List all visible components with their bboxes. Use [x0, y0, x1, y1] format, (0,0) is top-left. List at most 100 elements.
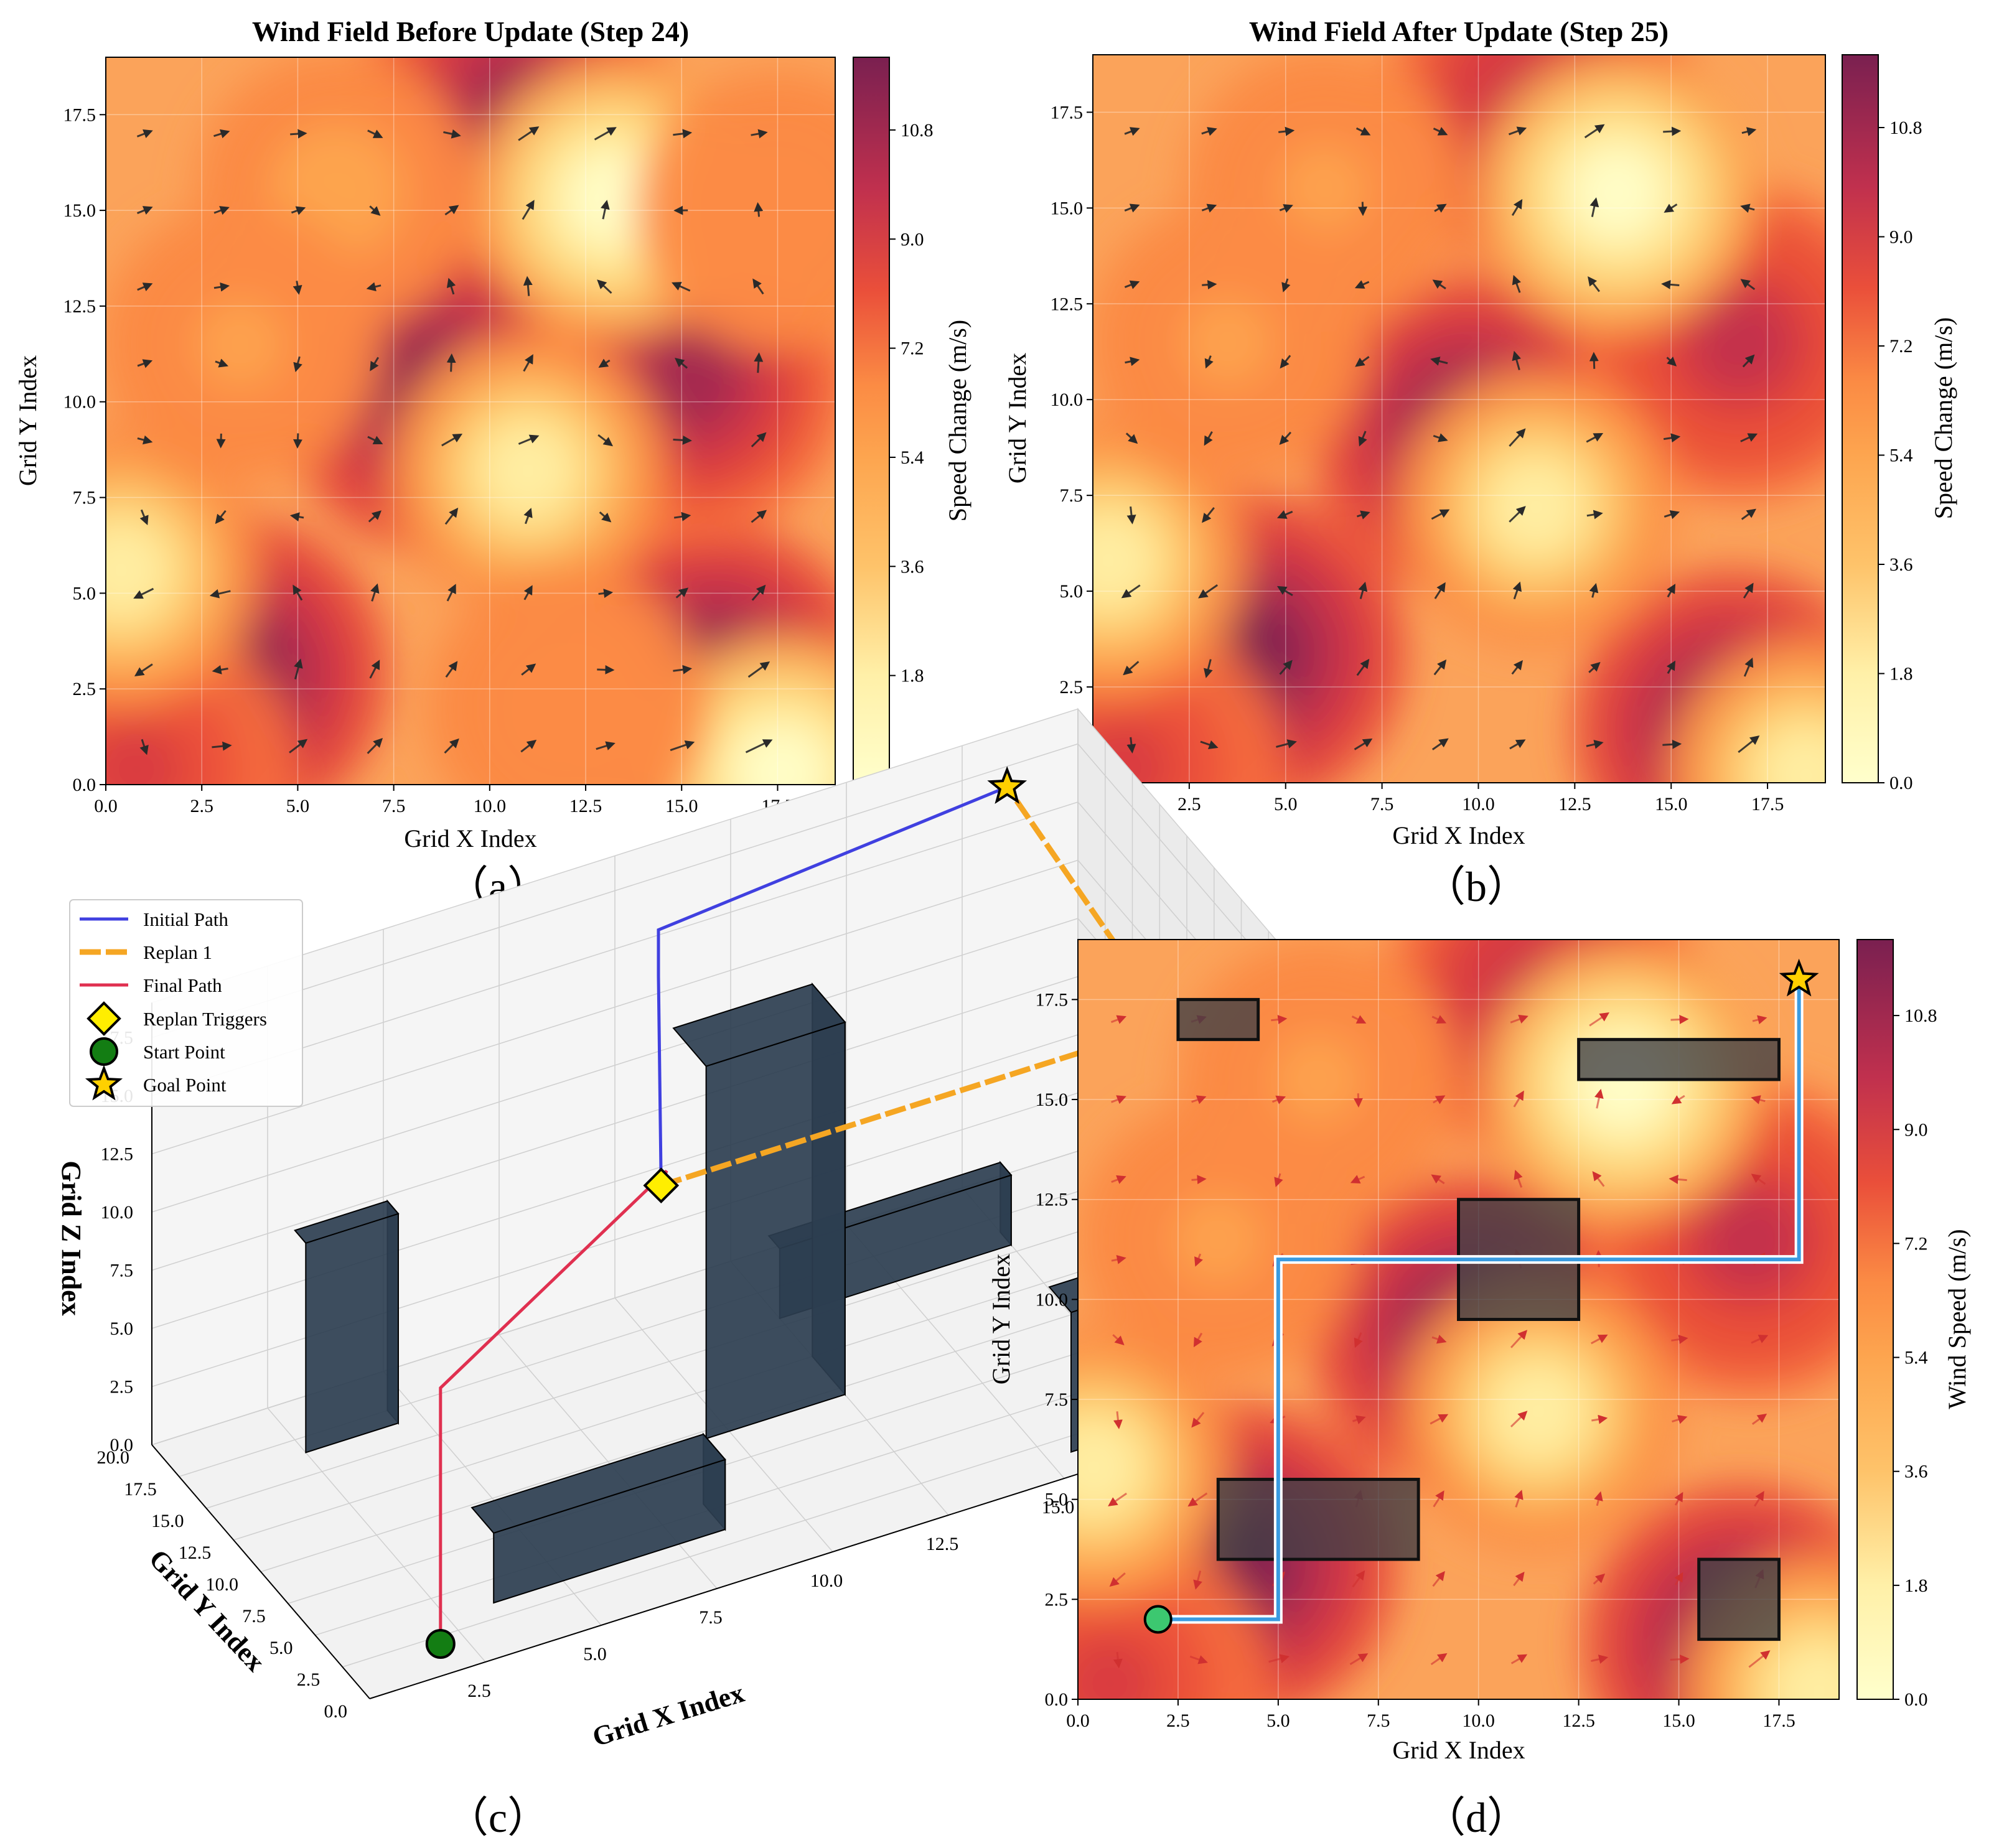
- colorbar-tick-label: 9.0: [1889, 227, 1913, 248]
- panel-d-x-label: Grid X Index: [1392, 1736, 1525, 1764]
- wind-arrow: [670, 740, 695, 752]
- y-tick-label: 17.5: [124, 1479, 157, 1500]
- wind-arrow: [370, 357, 380, 371]
- y-tick-label: 10.0: [206, 1574, 239, 1595]
- wind-arrow: [673, 435, 692, 445]
- legend-start-point: Start Point: [143, 1041, 225, 1063]
- wind-arrow: [1662, 739, 1682, 749]
- obstacle-0-top: [294, 1200, 400, 1244]
- wind-arrow: [1358, 581, 1368, 599]
- heat-feature-10-ring-4: [293, 147, 380, 235]
- x-tick-label: 15.0: [665, 796, 698, 816]
- wind-arrow: [518, 434, 540, 445]
- panel-b: Wind Field After Update (Step 25) 0.0 2.5…: [1003, 16, 1957, 910]
- heat-feature-8-ring-4: [106, 526, 165, 614]
- wind-arrow: [1740, 433, 1758, 442]
- y-tick-label: 5.0: [269, 1638, 293, 1658]
- wind-arrow: [1200, 740, 1219, 750]
- wind-arrow: [1276, 510, 1293, 519]
- x-tick-label: 12.5: [1562, 1710, 1595, 1731]
- y-tick-label: 17.5: [63, 105, 96, 125]
- wind-arrow: [1354, 1093, 1364, 1108]
- obstacle-2-top: [672, 983, 846, 1067]
- wind-arrow: [672, 282, 691, 292]
- y-tick-label: 0.0: [1045, 1689, 1069, 1710]
- wind-arrow: [1751, 1335, 1769, 1344]
- y-tick-label: 10.0: [1051, 390, 1084, 410]
- wind-arrow: [293, 433, 302, 449]
- wind-arrow: [441, 433, 463, 447]
- x-tick-label: 2.5: [1166, 1710, 1190, 1731]
- wind-arrow: [523, 354, 533, 372]
- y-tick-label: 10.0: [1036, 1289, 1069, 1310]
- wind-arrow: [1431, 1335, 1447, 1344]
- x-tick-label: 5.0: [1266, 1710, 1290, 1731]
- legend-start-point-icon: [90, 1037, 118, 1066]
- y-tick-label: 2.5: [1045, 1589, 1069, 1610]
- wind-arrow: [751, 129, 768, 139]
- wind-arrow: [137, 435, 153, 445]
- wind-arrow: [368, 510, 382, 523]
- heat-feature-6-ring-4: [1573, 149, 1661, 236]
- y-tick-label: 2.5: [1060, 677, 1084, 698]
- wind-arrow: [1123, 661, 1140, 676]
- wind-arrow: [751, 432, 767, 447]
- wind-arrow: [1271, 1095, 1286, 1104]
- panel-b-x-ticks: 0.02.55.07.510.012.515.017.5: [1081, 783, 1784, 814]
- wind-arrow: [523, 585, 533, 600]
- colorbar-tick-label: 10.8: [901, 120, 934, 141]
- wind-arrow: [673, 665, 693, 674]
- wind-arrow: [1430, 1653, 1448, 1666]
- y-tick-label: 2.5: [73, 679, 96, 699]
- y-axis-line: [151, 1444, 370, 1699]
- x-tick-label: 15.0: [1662, 1710, 1695, 1731]
- x-tick-label: 0.0: [1066, 1710, 1090, 1731]
- colorbar-tick-label: 3.6: [901, 556, 924, 577]
- wind-arrow: [369, 660, 380, 679]
- panel-d-colorbar-ticks: 0.0 1.8 3.6 5.4 7.2 9.0 10.8: [1893, 1006, 1937, 1710]
- wind-arrow: [1202, 280, 1217, 290]
- wind-arrow: [594, 127, 617, 141]
- wind-arrow: [1268, 1654, 1290, 1664]
- wind-arrow: [673, 511, 691, 521]
- wind-arrow: [1431, 1015, 1447, 1024]
- planned-path-line: [1158, 979, 1801, 1622]
- panel-d-label: （d）: [1423, 1794, 1529, 1841]
- z-tick-label: 7.5: [110, 1261, 134, 1281]
- legend-initial-path: Initial Path: [143, 908, 228, 930]
- heat-feature-8-ring-4: [1093, 516, 1152, 604]
- panel-a-colorbar-ticks: 0.01.83.65.47.29.010.8: [889, 120, 934, 795]
- wind-arrow: [1108, 1492, 1127, 1506]
- wind-arrow: [443, 129, 461, 139]
- heat-feature-9-ring-4: [1775, 1648, 1839, 1699]
- wind-arrow: [289, 512, 304, 522]
- wind-arrow: [1754, 1491, 1764, 1507]
- panel-d-frame: [1077, 939, 1840, 1700]
- x-tick-label: 7.5: [699, 1607, 723, 1628]
- wind-arrow: [215, 510, 227, 525]
- wind-arrow: [1742, 354, 1755, 368]
- wind-arrow: [752, 278, 764, 295]
- obstacle-4: [1697, 1557, 1781, 1641]
- x-tick-label: 12.5: [569, 796, 602, 816]
- wind-arrow: [601, 200, 610, 220]
- wind-arrow: [1354, 738, 1373, 750]
- wind-arrow: [1584, 124, 1605, 139]
- wind-arrow: [1513, 1571, 1525, 1587]
- wind-arrow: [213, 206, 230, 215]
- wind-arrow: [596, 741, 616, 750]
- wind-arrow: [1514, 1490, 1524, 1508]
- x-tick-label: 17.5: [1751, 794, 1784, 814]
- wind-arrow: [1356, 658, 1370, 676]
- heat-feature-11-ring-4: [1184, 298, 1271, 386]
- wind-arrow: [136, 206, 153, 215]
- x-tick-label: 5.0: [583, 1644, 607, 1664]
- wind-arrow: [1666, 660, 1676, 674]
- wind-arrow: [291, 206, 306, 215]
- wind-arrow: [1355, 127, 1371, 136]
- wind-arrow: [1591, 1414, 1608, 1424]
- panel-d-colorbar: [1856, 939, 1894, 1700]
- wind-arrow: [1509, 739, 1526, 750]
- y-tick-label: 15.0: [151, 1511, 184, 1531]
- wind-arrow: [1593, 1573, 1606, 1585]
